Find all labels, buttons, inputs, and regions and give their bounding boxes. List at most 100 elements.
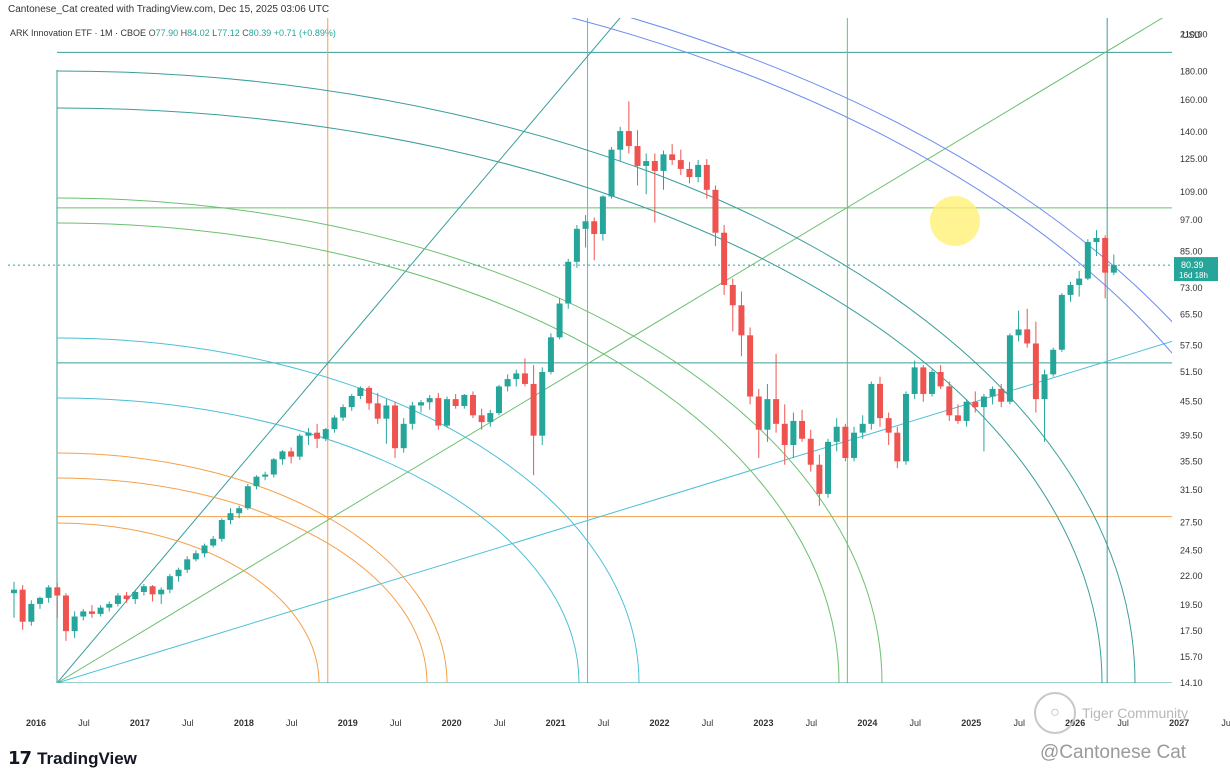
candle[interactable]	[270, 457, 277, 478]
candle[interactable]	[36, 596, 43, 609]
candle[interactable]	[114, 593, 121, 607]
candle[interactable]	[963, 399, 970, 427]
candle[interactable]	[409, 401, 416, 430]
candle[interactable]	[946, 381, 953, 421]
candle[interactable]	[123, 591, 130, 603]
candle[interactable]	[452, 393, 459, 409]
candle[interactable]	[383, 399, 390, 444]
candle[interactable]	[825, 438, 832, 498]
candle[interactable]	[738, 291, 745, 357]
candle[interactable]	[677, 149, 684, 175]
candle[interactable]	[894, 426, 901, 469]
candle[interactable]	[729, 278, 736, 332]
candle[interactable]	[392, 401, 399, 458]
candle[interactable]	[851, 426, 858, 462]
candle[interactable]	[426, 394, 433, 410]
candle[interactable]	[106, 601, 113, 612]
candle[interactable]	[62, 593, 69, 641]
candle[interactable]	[1076, 270, 1083, 297]
gann-fan-line[interactable]	[56, 0, 1230, 683]
candle[interactable]	[686, 162, 693, 184]
candle[interactable]	[88, 605, 95, 618]
candle[interactable]	[591, 217, 598, 261]
candle[interactable]	[132, 589, 139, 604]
candle[interactable]	[617, 126, 624, 162]
gann-fan-line[interactable]	[56, 0, 1230, 683]
candle[interactable]	[19, 585, 26, 630]
candle[interactable]	[11, 581, 17, 618]
candle[interactable]	[374, 392, 381, 424]
candle[interactable]	[45, 585, 52, 603]
candle[interactable]	[928, 369, 935, 397]
candle[interactable]	[28, 600, 35, 626]
candle[interactable]	[262, 471, 269, 481]
candle[interactable]	[253, 475, 260, 490]
candle[interactable]	[1024, 308, 1031, 348]
candle[interactable]	[773, 354, 780, 433]
candle[interactable]	[790, 412, 797, 458]
candle[interactable]	[781, 404, 788, 465]
gann-arc[interactable]	[56, 337, 640, 683]
candle[interactable]	[1015, 310, 1022, 342]
candle[interactable]	[322, 427, 329, 442]
gann-arc[interactable]	[56, 477, 428, 683]
candle[interactable]	[366, 385, 373, 410]
candle[interactable]	[521, 358, 528, 387]
candle[interactable]	[712, 185, 719, 247]
gann-arc[interactable]	[56, 107, 1103, 683]
candle[interactable]	[980, 393, 987, 452]
candle[interactable]	[651, 153, 658, 223]
candle[interactable]	[703, 159, 710, 199]
trend-line[interactable]	[56, 340, 1172, 683]
candle[interactable]	[305, 427, 312, 445]
candle[interactable]	[495, 384, 502, 416]
candle[interactable]	[236, 505, 243, 519]
candle[interactable]	[877, 376, 883, 427]
candle[interactable]	[1102, 235, 1109, 299]
candle[interactable]	[244, 484, 251, 510]
candle[interactable]	[418, 400, 425, 413]
gann-arc[interactable]	[57, 0, 1230, 683]
candle[interactable]	[192, 550, 199, 562]
candle[interactable]	[799, 409, 806, 442]
candle[interactable]	[184, 556, 191, 573]
candle[interactable]	[435, 392, 442, 430]
candle[interactable]	[1041, 369, 1048, 442]
candle[interactable]	[331, 415, 338, 433]
candle[interactable]	[227, 508, 234, 525]
candle[interactable]	[513, 369, 520, 387]
candle[interactable]	[279, 450, 286, 465]
candle[interactable]	[643, 153, 650, 195]
candle[interactable]	[573, 225, 580, 268]
candle[interactable]	[608, 146, 615, 199]
candle[interactable]	[556, 298, 563, 340]
candle[interactable]	[158, 587, 165, 604]
candle[interactable]	[634, 130, 641, 186]
candle[interactable]	[721, 225, 728, 295]
candle[interactable]	[1084, 239, 1091, 281]
candle[interactable]	[1067, 281, 1074, 302]
candle[interactable]	[972, 391, 979, 413]
candle[interactable]	[210, 536, 217, 548]
candle[interactable]	[599, 195, 606, 241]
candle[interactable]	[357, 386, 364, 400]
candle[interactable]	[149, 585, 156, 602]
candle[interactable]	[833, 418, 840, 452]
candle[interactable]	[478, 408, 485, 430]
candle[interactable]	[669, 144, 676, 165]
candle[interactable]	[97, 605, 104, 617]
candle[interactable]	[842, 423, 849, 462]
candle[interactable]	[885, 412, 892, 445]
gann-arc[interactable]	[56, 70, 1136, 683]
candle[interactable]	[288, 447, 295, 464]
candle[interactable]	[954, 404, 961, 424]
candle[interactable]	[444, 396, 450, 428]
gann-arc[interactable]	[56, 397, 580, 683]
candle[interactable]	[859, 415, 866, 439]
candle[interactable]	[807, 429, 814, 472]
candle[interactable]	[902, 391, 909, 465]
candle[interactable]	[989, 386, 996, 405]
candle[interactable]	[1093, 230, 1100, 256]
candle[interactable]	[1058, 293, 1065, 352]
